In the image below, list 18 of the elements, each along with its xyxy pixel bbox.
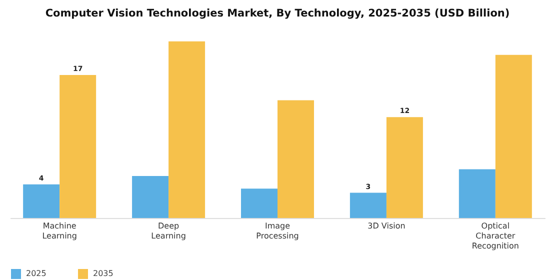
bar bbox=[132, 176, 169, 218]
bar bbox=[458, 169, 496, 218]
x-tick-label: Deep Learning bbox=[151, 222, 186, 240]
bar bbox=[278, 100, 314, 218]
x-tick-label: Machine Learning bbox=[42, 222, 77, 240]
bar bbox=[495, 54, 532, 218]
chart-title: Computer Vision Technologies Market, By Technology, 2025-2035 (USD Billion) bbox=[45, 8, 510, 20]
bar bbox=[241, 188, 278, 218]
x-tick-label: 3D Vision bbox=[368, 222, 406, 230]
bar bbox=[350, 192, 386, 218]
bar bbox=[168, 41, 206, 218]
x-tick-label: Optical Character Recognition bbox=[472, 222, 519, 250]
x-tick-label: Image Processing bbox=[256, 222, 299, 240]
bar bbox=[386, 117, 423, 218]
bar bbox=[60, 75, 96, 218]
legend-label: 2025 bbox=[26, 269, 46, 278]
legend-label: 2035 bbox=[93, 269, 114, 278]
bar bbox=[23, 184, 60, 218]
